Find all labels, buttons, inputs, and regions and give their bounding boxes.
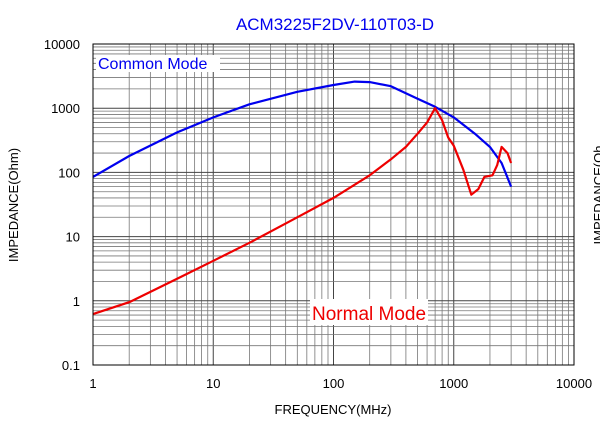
common-mode-label-background [96,55,220,72]
x-axis-label: FREQUENCY(MHz) [275,402,392,417]
y-axis-label: IMPEDANCE(Ohm) [6,148,21,262]
common-mode-series-line [92,80,513,188]
x-tick-label: 10 [206,376,220,391]
y-tick-label: 1000 [51,101,80,116]
y-tick-label: 1 [73,294,80,309]
y-tick-label: 10000 [44,37,80,52]
tick-labels: 1 10 100 1000 10000 0.1 1 10 100 1000 10000 [44,37,592,391]
y-tick-label: 100 [58,165,80,180]
x-tick-label: 1000 [439,376,468,391]
y-tick-label: 10 [66,230,80,245]
x-tick-label: 10000 [556,376,592,391]
chart-title: ACM3225F2DV-110T03-D [236,15,434,34]
plot-frame [92,43,575,366]
right-axis-label-fragment: IMPEDANCE(Oh [591,146,600,245]
normal-mode-label: Normal Mode [312,304,426,325]
common-mode-label: Common Mode [98,56,207,73]
x-tick-label: 1 [89,376,96,391]
normal-mode-label-background [310,299,428,325]
y-tick-label: 0.1 [62,358,80,373]
series-layer [92,80,513,316]
x-tick-label: 100 [323,376,345,391]
normal-mode-series-line [92,107,513,316]
